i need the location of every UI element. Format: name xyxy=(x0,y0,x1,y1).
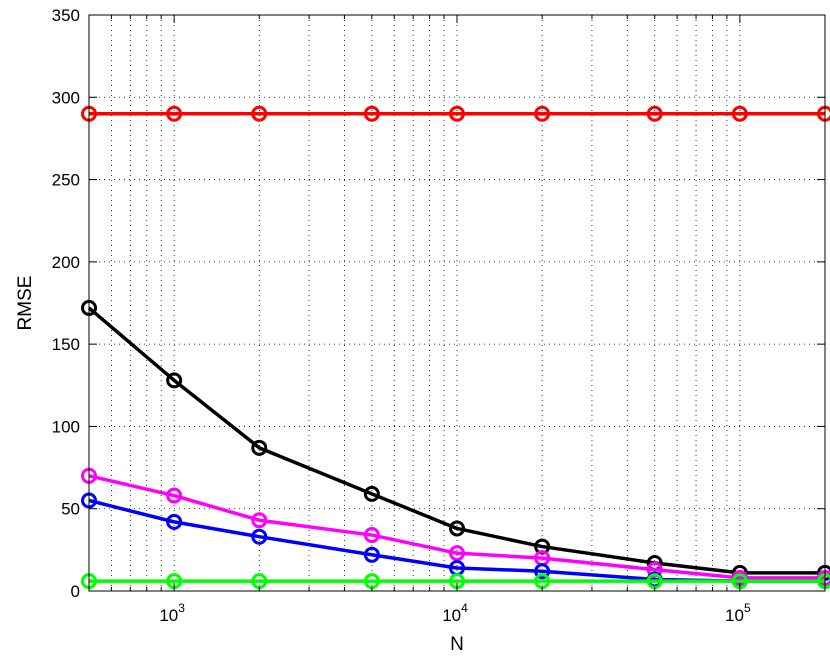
axes: 0 50 100 150 200 250 300 350 103 104 105 xyxy=(52,6,826,625)
data-point xyxy=(646,105,663,122)
x-tick-label: 104 xyxy=(442,601,468,625)
data-point xyxy=(251,528,268,545)
series-line xyxy=(88,474,825,580)
data-point xyxy=(449,545,465,562)
data-point xyxy=(166,487,183,504)
y-tick-label: 150 xyxy=(52,335,80,354)
data-point xyxy=(363,546,380,563)
data-point xyxy=(449,520,465,537)
x-tick-label: 103 xyxy=(159,601,185,625)
data-point xyxy=(534,563,551,580)
data-point xyxy=(363,485,380,502)
y-tick-label: 250 xyxy=(52,171,80,190)
data-point xyxy=(534,105,551,122)
y-tick-label: 300 xyxy=(52,88,80,107)
y-tick-label: 50 xyxy=(61,500,80,519)
y-tick-label: 100 xyxy=(52,417,80,436)
data-point xyxy=(251,512,268,529)
y-tick-label: 0 xyxy=(71,582,80,601)
data-point xyxy=(449,105,465,122)
data-point xyxy=(251,105,268,122)
data-point xyxy=(166,513,183,530)
y-tick-label: 350 xyxy=(52,6,80,25)
x-tick-label: 105 xyxy=(725,601,751,625)
y-tick-label: 200 xyxy=(52,253,80,272)
x-axis-label: N xyxy=(450,634,464,655)
series-line xyxy=(87,306,825,575)
series-layer xyxy=(81,105,830,590)
grid xyxy=(88,15,826,591)
y-axis-label: RMSE xyxy=(15,276,36,331)
data-point xyxy=(166,372,183,389)
data-point xyxy=(731,105,748,122)
data-point xyxy=(363,527,380,544)
data-point xyxy=(251,439,268,456)
data-point xyxy=(166,105,183,122)
data-point xyxy=(363,105,380,122)
